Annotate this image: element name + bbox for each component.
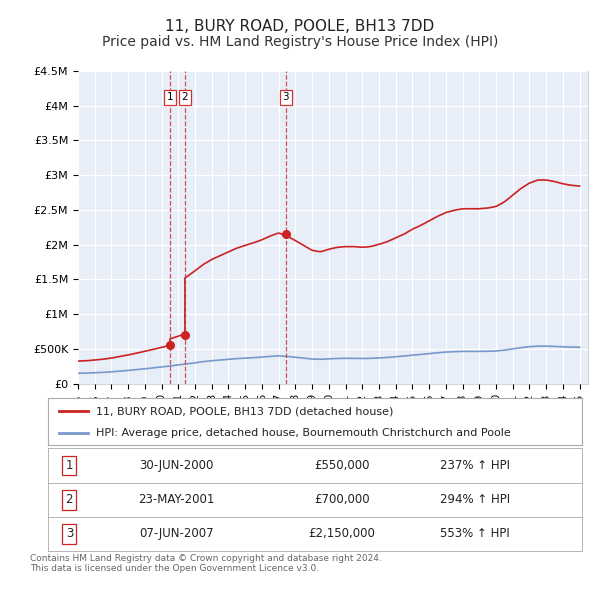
Text: £700,000: £700,000: [314, 493, 370, 506]
Text: 294% ↑ HPI: 294% ↑ HPI: [440, 493, 510, 506]
Text: 11, BURY ROAD, POOLE, BH13 7DD (detached house): 11, BURY ROAD, POOLE, BH13 7DD (detached…: [96, 407, 394, 417]
Text: 11, BURY ROAD, POOLE, BH13 7DD: 11, BURY ROAD, POOLE, BH13 7DD: [166, 19, 434, 34]
Text: 553% ↑ HPI: 553% ↑ HPI: [440, 527, 510, 540]
Text: £550,000: £550,000: [314, 459, 370, 472]
Text: 07-JUN-2007: 07-JUN-2007: [139, 527, 214, 540]
Text: Price paid vs. HM Land Registry's House Price Index (HPI): Price paid vs. HM Land Registry's House …: [102, 35, 498, 50]
Text: 237% ↑ HPI: 237% ↑ HPI: [440, 459, 510, 472]
Text: 1: 1: [65, 459, 73, 472]
Text: 3: 3: [283, 93, 289, 103]
Text: 2: 2: [182, 93, 188, 103]
Text: HPI: Average price, detached house, Bournemouth Christchurch and Poole: HPI: Average price, detached house, Bour…: [96, 428, 511, 438]
Text: 1: 1: [167, 93, 173, 103]
Text: Contains HM Land Registry data © Crown copyright and database right 2024.
This d: Contains HM Land Registry data © Crown c…: [30, 554, 382, 573]
Text: 2: 2: [65, 493, 73, 506]
Text: 23-MAY-2001: 23-MAY-2001: [138, 493, 214, 506]
Text: 3: 3: [65, 527, 73, 540]
Text: 30-JUN-2000: 30-JUN-2000: [139, 459, 214, 472]
Text: £2,150,000: £2,150,000: [308, 527, 375, 540]
